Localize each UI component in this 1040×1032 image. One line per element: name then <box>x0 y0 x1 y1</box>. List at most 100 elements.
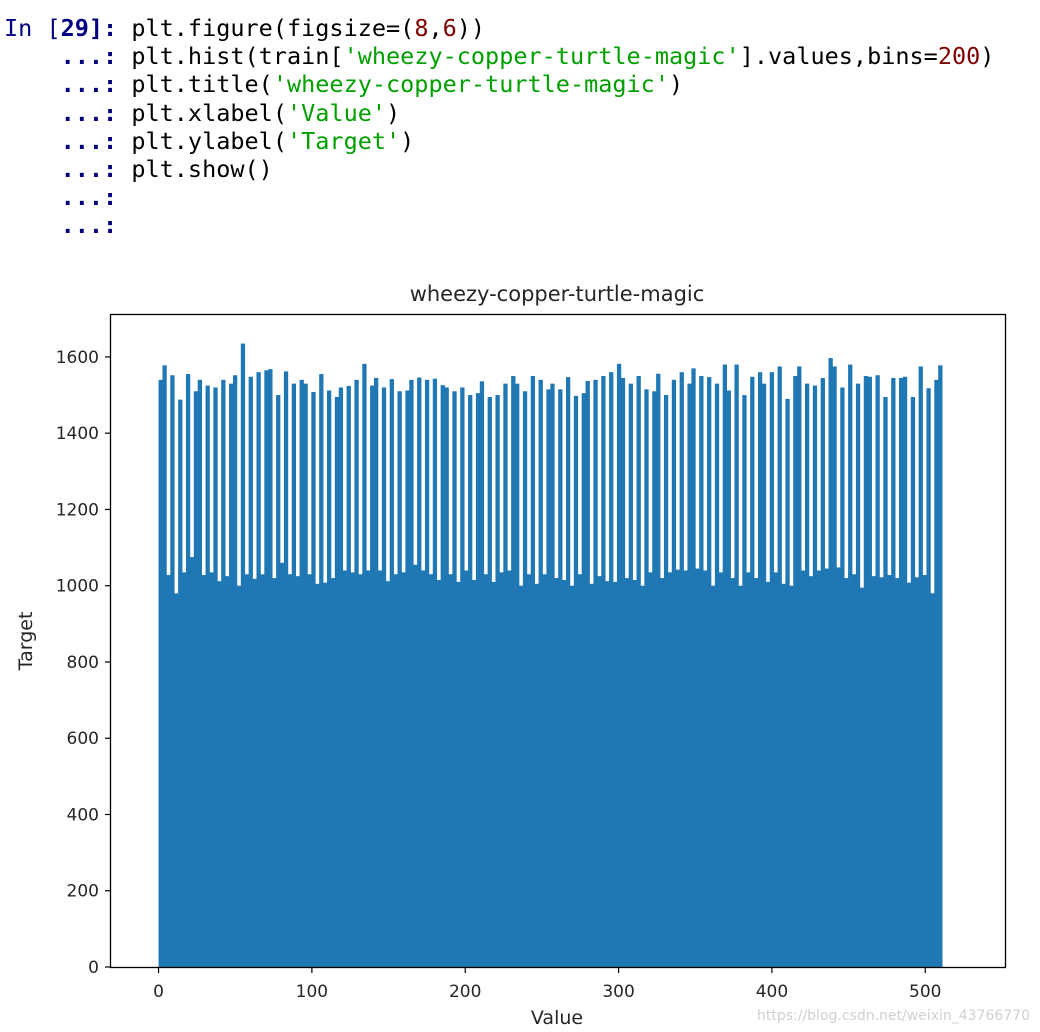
histogram-bar <box>859 587 865 967</box>
histogram-bar <box>867 376 872 967</box>
histogram-bar <box>648 572 653 967</box>
histogram-bar <box>601 376 606 967</box>
histogram-bar <box>374 377 379 967</box>
histogram-bar <box>283 371 289 967</box>
histogram-bar <box>366 570 371 967</box>
histogram-bar <box>620 377 626 967</box>
histogram-bar <box>687 383 692 967</box>
histogram-bar <box>683 570 688 967</box>
y-tick-label: 1600 <box>56 348 99 368</box>
histogram-bar <box>875 375 880 967</box>
histogram-bar <box>844 578 849 967</box>
histogram-bar <box>511 376 516 967</box>
histogram-bar <box>397 391 402 967</box>
y-tick-label: 1000 <box>56 577 99 597</box>
histogram-bar <box>170 375 175 967</box>
histogram-bar <box>542 574 547 967</box>
watermark-text: https://blog.csdn.net/weixin_43766770 <box>757 1008 1030 1024</box>
histogram-bar <box>558 389 563 968</box>
histogram-bar <box>554 578 559 967</box>
histogram-bar <box>334 396 340 968</box>
histogram-bar <box>718 572 724 967</box>
code-cell[interactable]: In [29]: plt.figure(figsize=(8,6)) ...: … <box>4 14 994 240</box>
histogram-bar <box>769 372 775 967</box>
histogram-bar <box>761 383 767 967</box>
input-prompt: ...: <box>4 154 118 183</box>
histogram-bar <box>315 583 320 967</box>
histogram-bar <box>327 390 332 967</box>
histogram-bar <box>801 570 806 967</box>
histogram-bar <box>538 379 543 967</box>
histogram-bar <box>401 572 406 967</box>
histogram-bar <box>679 372 684 967</box>
x-axis-label: Value <box>531 1007 583 1029</box>
histogram-bar <box>440 385 445 967</box>
histogram-bar <box>589 583 594 967</box>
histogram-bar <box>562 579 567 967</box>
histogram-bar <box>217 581 222 967</box>
histogram-bar <box>303 383 308 967</box>
histogram-bar <box>863 376 869 967</box>
histogram-bar <box>930 593 935 967</box>
histogram-bar <box>456 581 461 967</box>
histogram-bar <box>452 391 457 967</box>
histogram-bar <box>918 366 923 968</box>
x-tick-label: 400 <box>756 982 788 1002</box>
histogram-bar <box>405 390 410 967</box>
code-token: 200 <box>937 42 981 71</box>
histogram-bar <box>757 372 763 967</box>
histogram-bar <box>518 585 524 967</box>
histogram-bar <box>268 369 273 967</box>
histogram-bar <box>436 579 441 967</box>
histogram-bar <box>471 579 477 967</box>
histogram-bar <box>385 581 391 967</box>
code-token: , <box>428 14 443 42</box>
code-token: ].values,bins= <box>739 42 938 71</box>
histogram-bar <box>213 387 218 967</box>
code-line: ...: plt.ylabel('Target') <box>4 127 994 155</box>
code-token: 8 <box>414 14 429 42</box>
y-tick-label: 200 <box>67 882 99 902</box>
input-prompt: ...: <box>4 42 118 71</box>
histogram-bar <box>879 577 884 967</box>
histogram-bar <box>483 574 488 967</box>
histogram-bar <box>464 570 469 967</box>
histogram-bar <box>166 575 171 967</box>
histogram-bar <box>883 396 888 968</box>
y-axis-ticks: 0 200 400 600 800 1000 1200 1400 1600 <box>56 348 111 978</box>
histogram-bar <box>926 388 931 968</box>
histogram-bar <box>389 379 394 967</box>
histogram-bar <box>902 376 908 967</box>
code-line: ...: <box>4 183 994 211</box>
histogram-bar <box>742 395 747 967</box>
histogram-bar <box>346 385 351 967</box>
histogram-bar <box>350 572 355 967</box>
histogram-bar <box>413 564 418 967</box>
histogram-bar <box>178 399 183 967</box>
histogram-bar <box>515 383 520 967</box>
histogram-bar <box>808 576 814 967</box>
histogram-bar <box>663 395 669 967</box>
x-tick-label: 500 <box>909 982 941 1002</box>
histogram-bar <box>773 572 778 967</box>
histogram-bar <box>526 574 532 967</box>
x-tick-label: 200 <box>449 982 481 1002</box>
code-line: ...: plt.show() <box>4 155 994 183</box>
histogram-bar <box>362 363 367 967</box>
histogram-bar <box>581 393 586 967</box>
histogram-bar <box>174 593 179 967</box>
histogram-bar <box>734 364 739 967</box>
histogram-bar <box>460 387 465 967</box>
histogram-bar <box>507 570 512 967</box>
histogram-bars <box>158 343 943 968</box>
histogram-bar <box>417 377 422 967</box>
histogram-bar <box>495 395 500 967</box>
histogram-bar <box>158 379 163 967</box>
histogram-bar <box>820 377 825 967</box>
histogram-bar <box>182 572 187 967</box>
histogram-bar <box>671 379 677 967</box>
histogram-bar <box>479 381 485 968</box>
histogram-bar <box>938 365 943 968</box>
histogram-bar <box>805 383 810 967</box>
histogram-bar <box>499 572 504 967</box>
